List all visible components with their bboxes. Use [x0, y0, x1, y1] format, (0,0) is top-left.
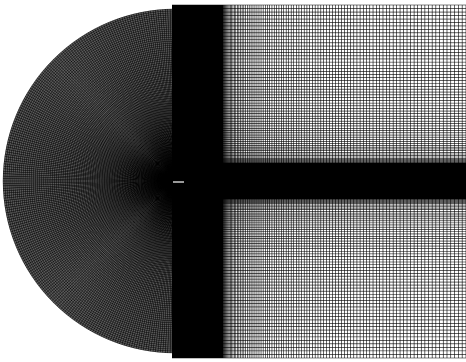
page: (() => { const data = JSON.parse(documen…	[0, 0, 466, 362]
wake-band	[172, 163, 466, 199]
mesh-view	[0, 0, 466, 362]
